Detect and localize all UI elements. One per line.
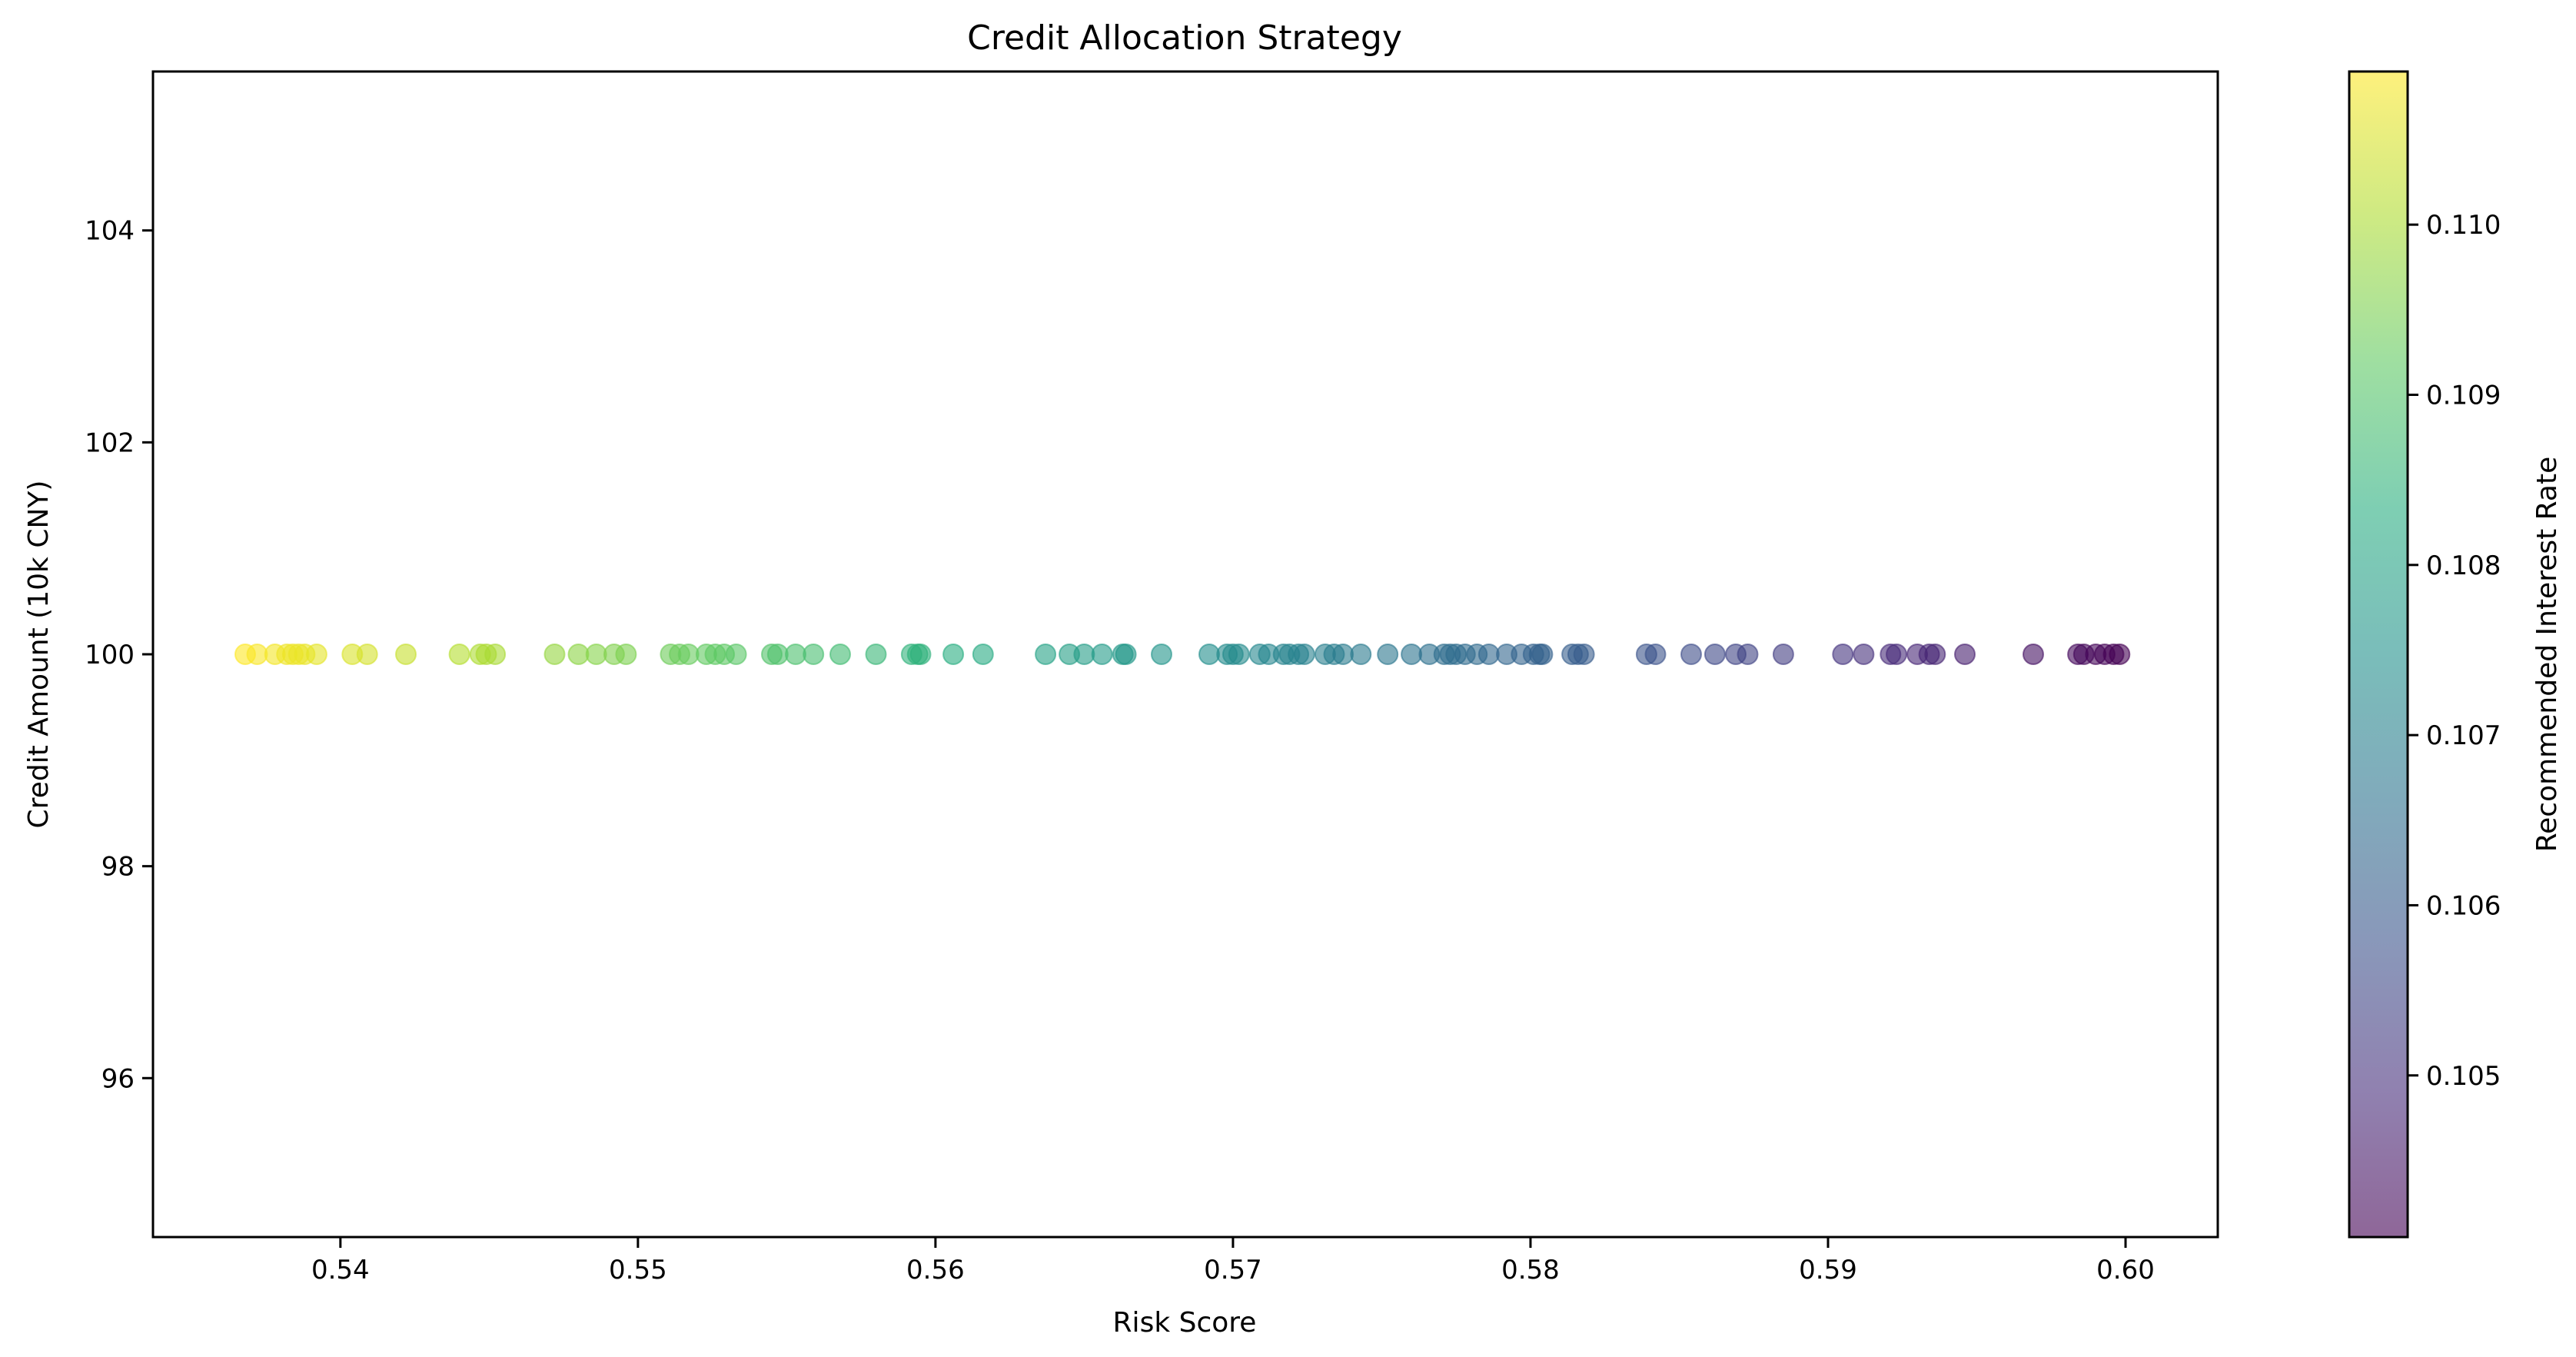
colorbar-tick-label: 0.105 <box>2426 1061 2501 1092</box>
y-axis-label: Credit Amount (10k CNY) <box>23 481 55 829</box>
data-point <box>766 644 789 665</box>
data-point <box>484 644 507 665</box>
data-point <box>1115 644 1137 665</box>
data-point <box>246 644 268 665</box>
data-point <box>1703 644 1726 665</box>
data-point <box>448 644 470 665</box>
data-point <box>1151 644 1172 665</box>
data-point <box>395 644 417 665</box>
data-point <box>1350 644 1372 665</box>
data-point <box>725 644 747 665</box>
data-points-layer <box>234 644 2131 665</box>
x-tick-label: 0.57 <box>1204 1255 1262 1285</box>
colorbar-tick-label: 0.106 <box>2426 890 2501 921</box>
data-point <box>1228 644 1250 665</box>
data-point <box>1954 644 1976 665</box>
colorbar-label: Recommended Interest Rate <box>2531 457 2563 852</box>
colorbar-ticks: 0.105 0.106 0.107 0.108 0.109 0.110 <box>2408 210 2501 1092</box>
x-tick-label: 0.56 <box>906 1255 965 1285</box>
data-point <box>1332 644 1354 665</box>
x-tick-label: 0.58 <box>1501 1255 1560 1285</box>
x-tick-label: 0.60 <box>2096 1255 2155 1285</box>
x-tick-label: 0.55 <box>609 1255 667 1285</box>
data-point <box>942 644 965 665</box>
data-point <box>305 644 327 665</box>
colorbar <box>2349 72 2408 1237</box>
x-tick-label: 0.54 <box>311 1255 370 1285</box>
data-point <box>543 644 566 665</box>
data-point <box>1573 644 1595 665</box>
data-point <box>1886 644 1907 665</box>
data-point <box>585 644 607 665</box>
x-axis-ticks: 0.54 0.55 0.56 0.57 0.58 0.59 0.60 <box>311 1237 2155 1285</box>
data-point <box>1477 644 1500 665</box>
data-point <box>1644 644 1667 665</box>
colorbar-tick-label: 0.107 <box>2426 720 2501 751</box>
data-point <box>1073 644 1095 665</box>
data-point <box>1737 644 1759 665</box>
data-point <box>803 644 825 665</box>
data-point <box>1924 644 1946 665</box>
y-tick-label: 96 <box>101 1063 135 1094</box>
data-point <box>1035 644 1057 665</box>
data-point <box>829 644 851 665</box>
y-tick-label: 102 <box>85 427 135 458</box>
data-point <box>677 644 700 665</box>
data-point <box>615 644 637 665</box>
data-point <box>2023 644 2044 665</box>
data-point <box>865 644 887 665</box>
data-point <box>1198 644 1220 665</box>
data-point <box>356 644 378 665</box>
x-axis-label: Risk Score <box>1113 1307 1257 1339</box>
data-point <box>1772 644 1794 665</box>
colorbar-tick-label: 0.110 <box>2426 210 2501 241</box>
y-tick-label: 98 <box>101 852 135 883</box>
y-axis-ticks: 96 98 100 102 104 <box>85 216 153 1094</box>
data-point <box>567 644 590 665</box>
data-point <box>1401 644 1423 665</box>
data-point <box>785 644 806 665</box>
data-point <box>2109 644 2131 665</box>
data-point <box>1680 644 1702 665</box>
data-point <box>1377 644 1399 665</box>
data-point <box>1531 644 1554 665</box>
colorbar-tick-label: 0.109 <box>2426 380 2501 411</box>
y-tick-label: 104 <box>85 216 135 247</box>
x-tick-label: 0.59 <box>1799 1255 1857 1285</box>
data-point <box>1832 644 1854 665</box>
data-point <box>1091 644 1113 665</box>
colorbar-frame <box>2348 70 2409 1239</box>
data-point <box>1853 644 1875 665</box>
data-point <box>909 644 932 665</box>
data-point <box>1293 644 1315 665</box>
data-point <box>972 644 994 665</box>
colorbar-tick-label: 0.108 <box>2426 550 2501 581</box>
chart-title: Credit Allocation Strategy <box>967 18 1402 58</box>
y-tick-label: 100 <box>85 640 135 670</box>
